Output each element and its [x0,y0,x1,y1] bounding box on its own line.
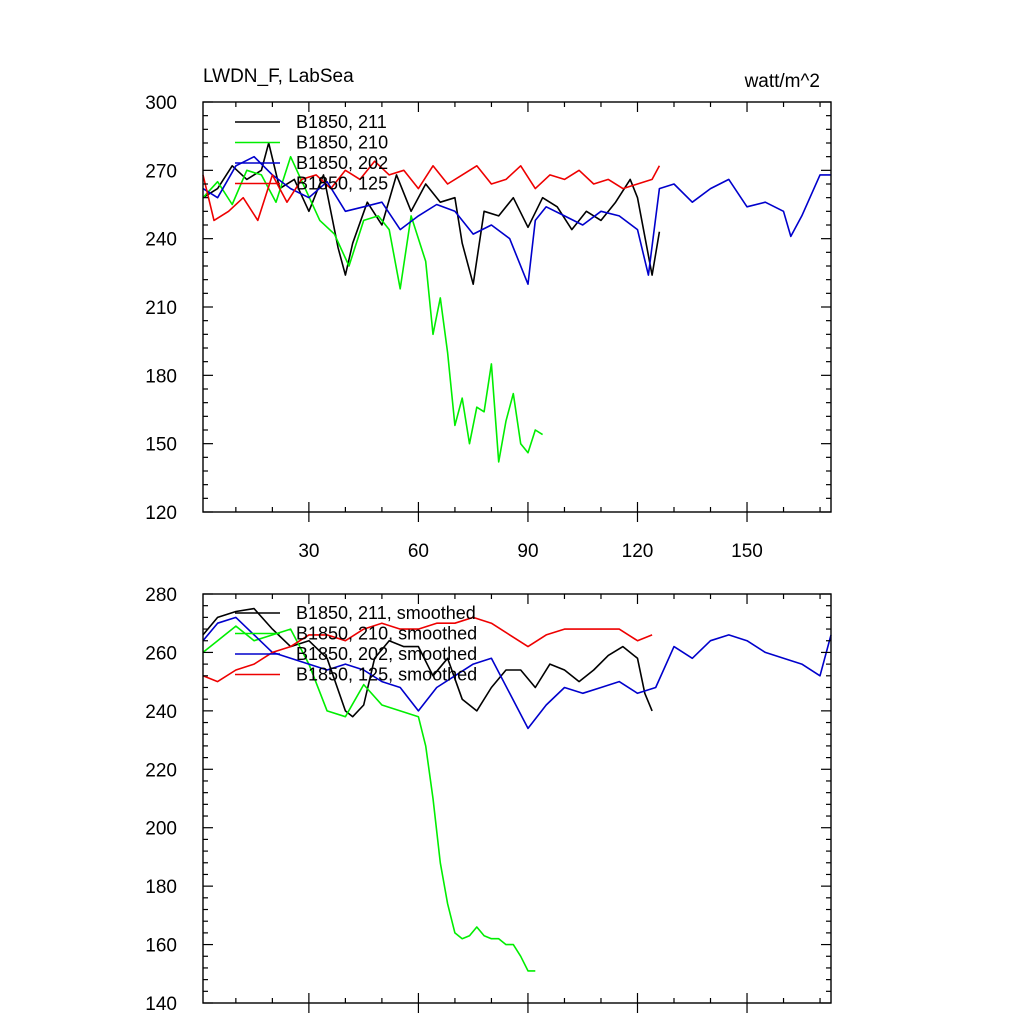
bottom-series-line-1 [202,607,653,718]
top-chart-units: watt/m^2 [744,71,820,92]
bottom-series-line-4 [202,616,653,683]
bottom-ytick-label: 160 [145,936,177,957]
top-axes: 120 150 180 210 240 270 300 30 60 90 120 150 [145,93,832,562]
bottom-legend-label-2: B1850, 210, smoothed [296,624,477,644]
bottom-ytick-label: 200 [145,819,177,840]
bottom-legend-label-3: B1850, 202, smoothed [296,644,477,664]
bottom-legend-label-4: B1850, 125, smoothed [296,665,477,685]
bottom-ytick-label: 240 [145,702,177,723]
top-legend-label-1: B1850, 211 [296,112,387,132]
bottom-ytick-label: 220 [145,760,177,781]
top-ytick-label: 300 [145,93,177,114]
top-xtick-label: 120 [622,541,654,562]
top-ytick-label: 180 [145,366,177,387]
top-xtick-label: 60 [408,541,429,562]
top-chart-title: LWDN_F, LabSea [203,66,354,87]
top-series-line-2 [202,155,544,463]
bottom-series-line-2 [202,625,536,972]
top-legend-label-4: B1850, 125 [296,174,388,194]
top-series-line-1 [202,142,661,286]
bottom-series-line-3 [202,616,832,730]
bottom-series-group [202,607,832,972]
top-ytick-label: 120 [145,503,177,524]
top-ytick-label: 240 [145,230,177,251]
top-legend-label-2: B1850, 210 [296,133,388,153]
bottom-legend-label-1: B1850, 211, smoothed [296,603,476,623]
bottom-ytick-label: 180 [145,877,177,898]
top-ytick-label: 270 [145,161,177,182]
bottom-plot-frame [202,593,832,1004]
top-xtick-label: 150 [731,541,763,562]
top-xtick-label: 90 [517,541,538,562]
bottom-ytick-label: 260 [145,643,177,664]
top-panel: LWDN_F, LabSea watt/m^2 120 150 180 210 240 2… [145,66,832,562]
top-ytick-label: 150 [145,435,177,456]
top-legend-label-3: B1850, 202 [296,153,388,173]
bottom-panel: 140 160 180 200 220 240 260 280 B1850, 211, smo… [145,585,832,1015]
top-ytick-label: 210 [145,298,177,319]
bottom-axes: 140 160 180 200 220 240 260 280 [145,585,832,1015]
top-series-line-3 [202,155,831,286]
top-xtick-label: 30 [298,541,319,562]
bottom-ytick-label: 280 [145,585,177,606]
bottom-ytick-label: 140 [145,994,177,1015]
